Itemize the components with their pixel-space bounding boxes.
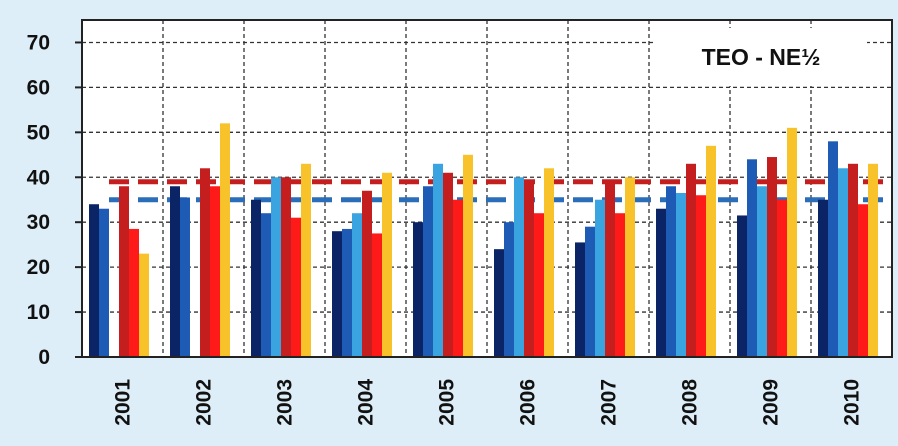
bar-2005-s5 [453,199,463,357]
bar-2001-s2 [99,208,109,357]
bar-2008-s4 [686,163,696,357]
bar-2001-s1 [89,204,99,357]
bar-2006-s3 [514,177,524,357]
bar-2004-s1 [332,231,342,357]
y-tick-label-1: 10 [27,301,50,324]
y-tick-label-4: 40 [27,166,50,189]
bar-2004-s6 [382,172,392,357]
bar-2003-s3 [271,177,281,357]
bar-2005-s6 [463,154,473,357]
bar-2004-s2 [342,228,352,357]
bar-2010-s6 [868,163,878,357]
bar-2007-s3 [595,199,605,357]
bar-2009-s5 [777,199,787,357]
x-tick-label-2009: 2009 [760,379,783,426]
bar-2007-s2 [585,226,595,357]
title-box: TEO - NE½ [655,28,867,86]
bar-2003-s2 [261,213,271,357]
bar-2002-s5 [210,186,220,357]
bar-2005-s1 [413,222,423,357]
bar-2006-s5 [534,213,544,357]
x-tick-label-2001: 2001 [112,379,135,426]
x-axis-ticks: 2001 2002 2003 2004 2005 2006 2007 2008 2009 2010 [112,379,864,426]
bar-2010-s2 [828,141,838,357]
y-tick-label-5: 50 [27,121,50,144]
x-tick-label-2005: 2005 [436,379,459,426]
bar-2010-s1 [818,199,828,357]
bar-2007-s5 [615,213,625,357]
bar-2010-s4 [848,163,858,357]
bars [89,123,878,357]
bar-2002-s2 [180,197,190,357]
bar-2007-s1 [575,242,585,357]
x-tick-label-2007: 2007 [598,379,621,426]
y-tick-label-2: 20 [27,256,50,279]
bar-2007-s6 [625,177,635,357]
x-tick-label-2004: 2004 [355,379,378,426]
bar-2002-s1 [170,186,180,357]
bar-2001-s4 [119,186,129,357]
bar-2008-s3 [676,192,686,357]
bar-2002-s4 [200,168,210,357]
y-tick-label-7: 70 [27,31,50,54]
chart-title: TEO - NE½ [702,44,821,70]
x-tick-label-2006: 2006 [517,379,540,426]
bar-2003-s1 [251,199,261,357]
y-axis-ticks: 0 10 20 30 40 50 60 70 [27,31,82,369]
bar-2009-s3 [757,186,767,357]
bar-2005-s3 [433,163,443,357]
bar-2004-s3 [352,213,362,357]
bar-2006-s2 [504,222,514,357]
bar-2008-s1 [656,208,666,357]
x-tick-label-2008: 2008 [679,379,702,426]
bar-2008-s2 [666,186,676,357]
bar-2009-s4 [767,157,777,357]
x-tick-label-2010: 2010 [841,379,864,426]
y-tick-label-0: 0 [38,346,50,369]
bar-2003-s4 [281,177,291,357]
y-tick-label-3: 30 [27,211,50,234]
bar-2004-s5 [372,233,382,357]
bar-2006-s1 [494,249,504,357]
bar-2010-s5 [858,204,868,357]
bar-2005-s4 [443,172,453,357]
bar-2003-s6 [301,163,311,357]
bar-2009-s2 [747,159,757,357]
bar-2010-s3 [838,168,848,357]
y-tick-label-6: 60 [27,76,50,99]
bar-2008-s6 [706,145,716,357]
bar-2008-s5 [696,195,706,357]
x-tick-label-2003: 2003 [274,379,297,426]
bar-2002-s6 [220,123,230,357]
bar-2001-s5 [129,228,139,357]
bar-2006-s6 [544,168,554,357]
bar-2007-s4 [605,181,615,357]
bar-2005-s2 [423,186,433,357]
bar-2009-s1 [737,215,747,357]
bar-2004-s4 [362,190,372,357]
bar-2009-s6 [787,127,797,357]
bar-2001-s6 [139,253,149,357]
bar-2003-s5 [291,217,301,357]
x-tick-label-2002: 2002 [193,379,216,426]
bar-2006-s4 [524,181,534,357]
plot-border [81,19,893,358]
